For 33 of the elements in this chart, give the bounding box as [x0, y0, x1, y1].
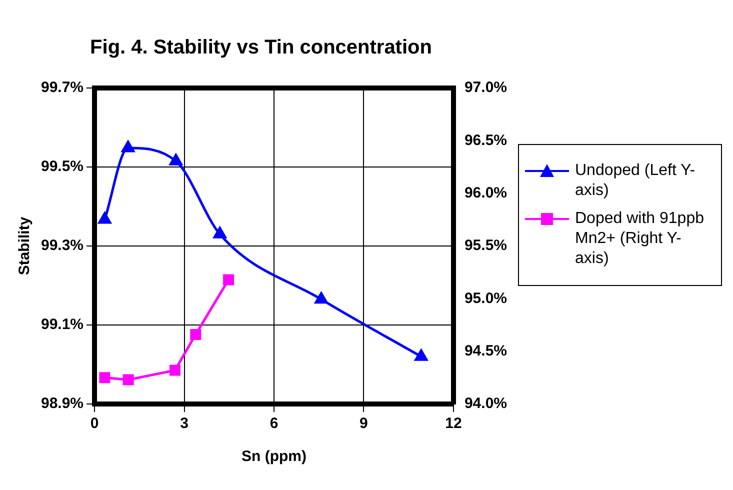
- y-tick-label: 99.1%: [40, 316, 84, 334]
- chart-title: Fig. 4. Stability vs Tin concentration: [90, 36, 432, 59]
- point: [190, 328, 202, 340]
- x-tick-label: 6: [270, 415, 278, 432]
- x-tick-label: 12: [445, 415, 462, 432]
- point: [122, 140, 134, 152]
- y-tick-label: 99.5%: [40, 158, 84, 176]
- y-tick-label: 99.3%: [40, 237, 84, 254]
- point: [213, 226, 226, 238]
- point: [99, 372, 110, 384]
- point: [223, 274, 234, 286]
- point: [122, 374, 134, 386]
- y2-tick-label: 95.0%: [464, 290, 508, 307]
- legend-label: Undoped (Left Y-axis): [575, 161, 696, 201]
- point: [169, 154, 182, 166]
- y-tick-label: 99.7%: [40, 79, 84, 96]
- point: [314, 292, 328, 304]
- legend-label: Doped with 91ppb Mn2+ (Right Y-axis): [575, 209, 705, 269]
- y2-tick-label: 95.5%: [464, 237, 508, 254]
- point: [170, 364, 180, 376]
- point: [414, 349, 428, 361]
- point: [98, 212, 112, 224]
- y2-tick-label: 94.0%: [464, 395, 508, 412]
- y2-tick-label: 97.0%: [464, 79, 508, 96]
- x-tick-label: 9: [360, 415, 368, 432]
- y2-tick-label: 94.5%: [464, 342, 508, 360]
- y-axis-title: Stability: [16, 216, 34, 276]
- y-tick-label: 98.9%: [40, 395, 84, 412]
- x-tick-label: 0: [90, 415, 99, 432]
- y2-tick-label: 96.5%: [464, 132, 508, 149]
- y2-tick-label: 96.0%: [464, 184, 508, 202]
- x-axis-title: Sn (ppm): [242, 448, 306, 466]
- x-tick-label: 3: [180, 415, 188, 432]
